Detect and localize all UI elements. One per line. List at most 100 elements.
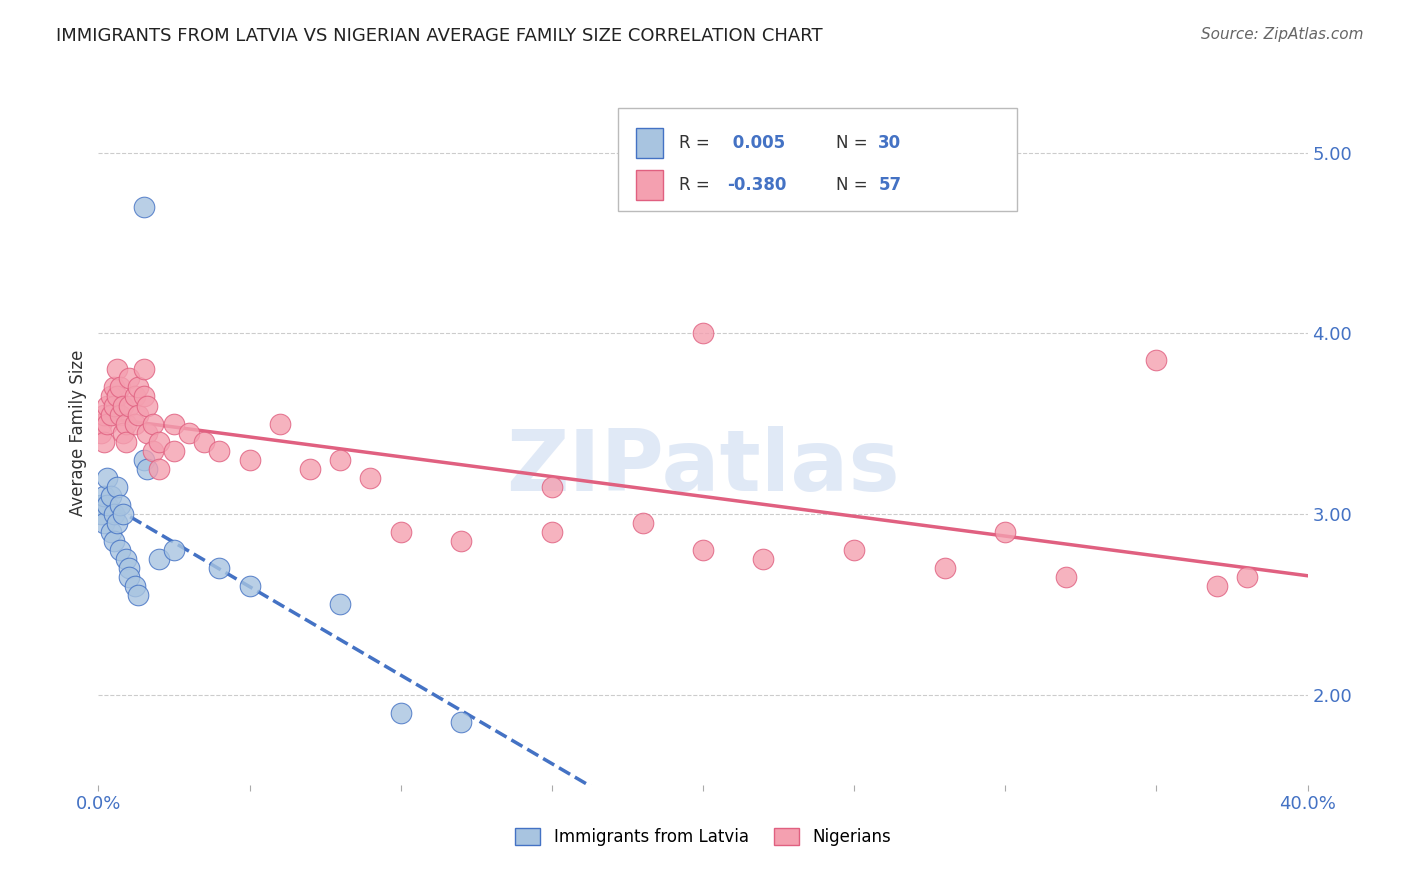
Point bbox=[844, 543, 866, 558]
Point bbox=[329, 452, 352, 467]
Point bbox=[93, 434, 115, 449]
Point bbox=[692, 543, 714, 558]
Point bbox=[103, 399, 125, 413]
Point bbox=[132, 362, 155, 376]
Point bbox=[90, 498, 112, 512]
Point bbox=[90, 417, 112, 431]
Text: IMMIGRANTS FROM LATVIA VS NIGERIAN AVERAGE FAMILY SIZE CORRELATION CHART: IMMIGRANTS FROM LATVIA VS NIGERIAN AVERA… bbox=[56, 27, 823, 45]
Point bbox=[124, 417, 146, 431]
Point bbox=[111, 507, 134, 521]
Point bbox=[193, 434, 215, 449]
Point bbox=[752, 552, 775, 566]
Text: 0.005: 0.005 bbox=[727, 134, 786, 152]
Text: 30: 30 bbox=[879, 134, 901, 152]
Text: -0.380: -0.380 bbox=[727, 176, 786, 194]
Point bbox=[299, 462, 322, 476]
Point bbox=[142, 443, 165, 458]
Point bbox=[163, 543, 186, 558]
Point bbox=[100, 489, 122, 503]
Point bbox=[360, 471, 382, 485]
Point bbox=[108, 498, 131, 512]
Point bbox=[631, 516, 654, 530]
Y-axis label: Average Family Size: Average Family Size bbox=[69, 350, 87, 516]
Text: R =: R = bbox=[679, 176, 714, 194]
Point bbox=[103, 380, 125, 394]
Point bbox=[118, 371, 141, 385]
Point bbox=[1144, 353, 1167, 368]
Point bbox=[103, 534, 125, 549]
Point bbox=[132, 452, 155, 467]
Point bbox=[540, 524, 562, 539]
Point bbox=[135, 425, 157, 440]
Point bbox=[114, 552, 136, 566]
Text: R =: R = bbox=[679, 134, 714, 152]
Point bbox=[93, 489, 115, 503]
Point bbox=[105, 516, 128, 530]
Point bbox=[208, 561, 231, 575]
Point bbox=[389, 706, 412, 720]
Point bbox=[108, 543, 131, 558]
FancyBboxPatch shape bbox=[619, 109, 1018, 211]
Point bbox=[90, 425, 112, 440]
Point bbox=[111, 425, 134, 440]
Point bbox=[100, 389, 122, 403]
Point bbox=[994, 524, 1017, 539]
Point bbox=[269, 417, 291, 431]
Text: 57: 57 bbox=[879, 176, 901, 194]
Point bbox=[114, 434, 136, 449]
Point bbox=[1236, 570, 1258, 584]
Point bbox=[127, 588, 149, 602]
Point bbox=[96, 399, 118, 413]
Point bbox=[934, 561, 956, 575]
Point bbox=[93, 516, 115, 530]
Point bbox=[103, 507, 125, 521]
Text: Source: ZipAtlas.com: Source: ZipAtlas.com bbox=[1201, 27, 1364, 42]
Legend: Immigrants from Latvia, Nigerians: Immigrants from Latvia, Nigerians bbox=[508, 820, 898, 855]
Bar bbox=[637, 170, 664, 200]
Bar bbox=[637, 128, 664, 158]
Point bbox=[127, 408, 149, 422]
Point bbox=[450, 714, 472, 729]
Point bbox=[124, 579, 146, 593]
Point bbox=[96, 417, 118, 431]
Point bbox=[111, 399, 134, 413]
Text: N =: N = bbox=[837, 176, 873, 194]
Point bbox=[90, 507, 112, 521]
Point bbox=[692, 326, 714, 341]
Point bbox=[148, 462, 170, 476]
Point bbox=[135, 399, 157, 413]
Point bbox=[1206, 579, 1229, 593]
Point bbox=[118, 570, 141, 584]
Point bbox=[1054, 570, 1077, 584]
Point bbox=[114, 417, 136, 431]
Point bbox=[142, 417, 165, 431]
Point bbox=[135, 462, 157, 476]
Point bbox=[329, 597, 352, 611]
Point bbox=[96, 498, 118, 512]
Point bbox=[105, 362, 128, 376]
Point bbox=[450, 534, 472, 549]
Point bbox=[93, 408, 115, 422]
Point bbox=[148, 434, 170, 449]
Point bbox=[105, 389, 128, 403]
Point bbox=[100, 408, 122, 422]
Point bbox=[118, 561, 141, 575]
Point bbox=[127, 380, 149, 394]
Point bbox=[179, 425, 201, 440]
Point bbox=[108, 380, 131, 394]
Point bbox=[208, 443, 231, 458]
Point bbox=[100, 524, 122, 539]
Point bbox=[389, 524, 412, 539]
Point bbox=[132, 389, 155, 403]
Point bbox=[108, 408, 131, 422]
Point bbox=[96, 471, 118, 485]
Point bbox=[124, 389, 146, 403]
Point bbox=[163, 443, 186, 458]
Point bbox=[239, 452, 262, 467]
Point bbox=[132, 200, 155, 214]
Point bbox=[105, 480, 128, 494]
Point bbox=[148, 552, 170, 566]
Point bbox=[540, 480, 562, 494]
Point bbox=[163, 417, 186, 431]
Text: ZIPatlas: ZIPatlas bbox=[506, 426, 900, 509]
